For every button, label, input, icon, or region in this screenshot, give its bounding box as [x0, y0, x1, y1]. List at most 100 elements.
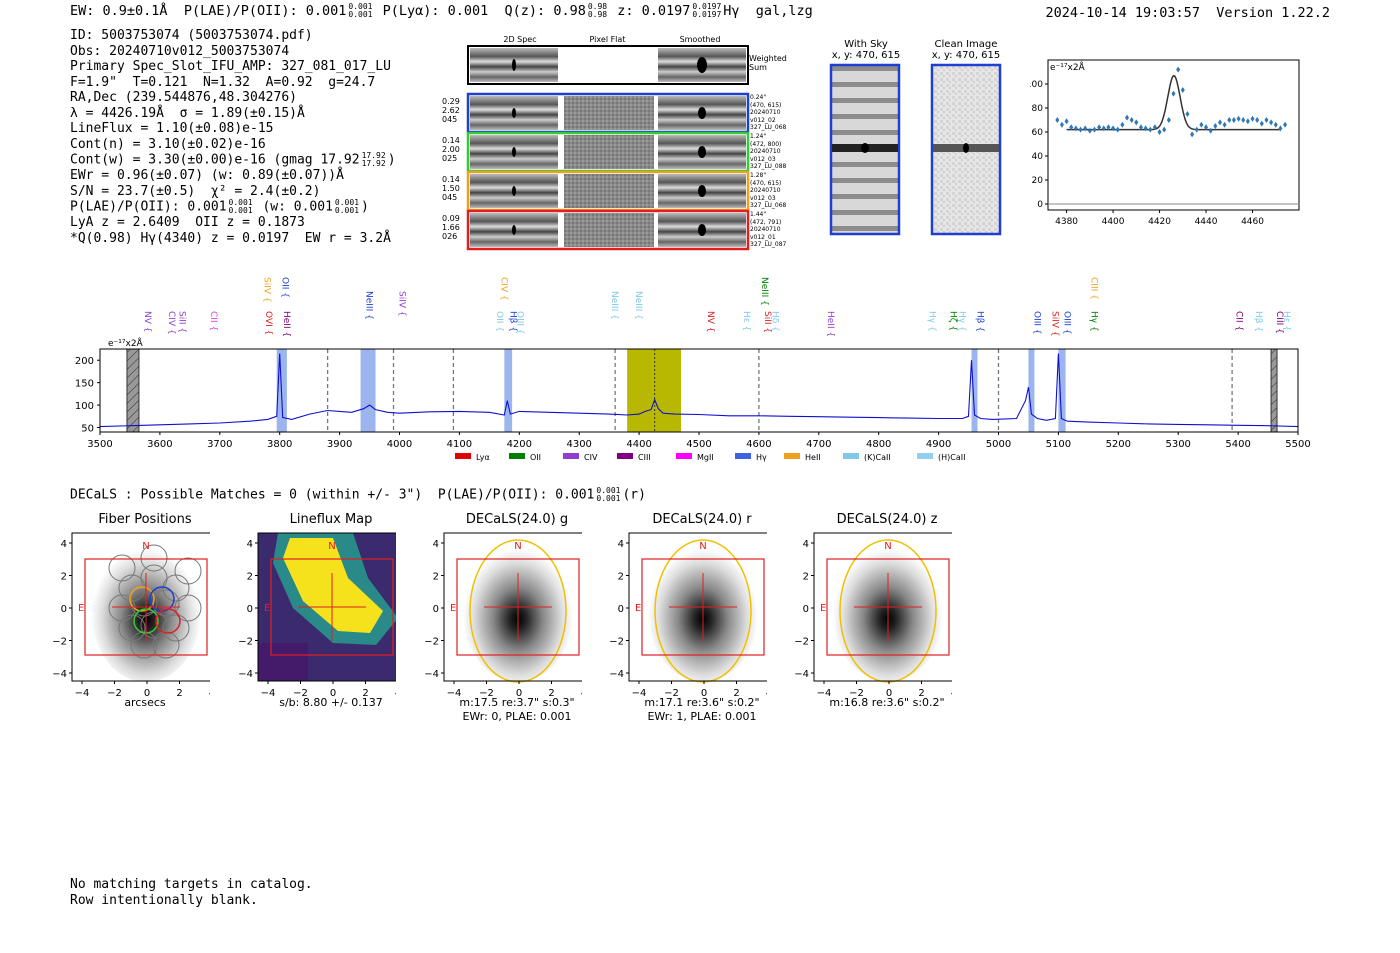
decals-summary: DECaLS : Possible Matches = 0 (within +/… [70, 486, 646, 503]
info-plae: P(LAE)/P(OII): 0.001 0.001 0.001 (w: 0.001… [70, 198, 369, 215]
spec-emission-label: Hβ { [975, 311, 985, 332]
stamp-ytick-label: −2 [52, 637, 67, 648]
spec-xtick-label: 4900 [926, 439, 951, 450]
spec-legend-swatch [735, 453, 751, 459]
spec-xtick-label: 4600 [746, 439, 771, 450]
stamp-ytick-label: 4 [618, 539, 624, 550]
spec-line-band [1058, 349, 1066, 432]
stamp-xtick-label: 0 [144, 688, 150, 699]
zoom-data-point [1083, 125, 1088, 132]
zoom-data-point [1087, 127, 1092, 134]
spec-emission-label: NV { [142, 311, 152, 332]
zoom-data-point [1222, 121, 1227, 128]
stamp-xtick-label: 2 [733, 688, 739, 699]
stamp-caption-2: EWr: 0, PLAE: 0.001 [462, 710, 572, 723]
cutout-svg [466, 45, 750, 251]
stamp-xtick-label: 2 [548, 688, 554, 699]
zoom-axes-frame [1047, 59, 1300, 211]
cutout-row-left-label-3: 0.09 1.66 026 [442, 214, 460, 241]
spec-xtick-label: 4000 [387, 439, 412, 450]
zoom-data-point [1213, 123, 1218, 129]
north-label: N [328, 541, 335, 552]
spec-emission-label: Hε { [741, 311, 751, 331]
spec-emission-label: SiII { [177, 311, 187, 333]
zoom-xtick-label: 4440 [1195, 217, 1218, 227]
zoom-ytick-label: 80 [1032, 104, 1044, 114]
stamp-frame [71, 532, 210, 682]
cutout-2d-source-0 [512, 108, 516, 118]
aperture-ellipse [839, 539, 937, 683]
zoom-xtick-label: 4380 [1055, 217, 1078, 227]
zoom-data-point [1180, 87, 1185, 93]
zoom-data-point [1115, 126, 1120, 133]
cutout-2d-source-1 [512, 147, 516, 157]
search-box [84, 558, 208, 656]
zoom-xtick-label: 4400 [1102, 217, 1125, 227]
stamp-xtick-label: −2 [107, 688, 122, 699]
info-fparams: F=1.9" T=0.121 N=1.32 A=0.92 g=24.7 [70, 74, 376, 90]
spec-emission-label: HeII { [825, 311, 835, 337]
north-label: N [699, 541, 706, 552]
stamp-ytick-label: −2 [424, 637, 439, 648]
fiber-circle [174, 594, 202, 622]
fiber-circle [108, 554, 136, 582]
spec-xtick-label: 5100 [1046, 439, 1071, 450]
stamp-plot: N E 4 2 0 −2 −4 −4 −2 0 2 4 [609, 532, 767, 699]
weighted-label: Weighted Sum [749, 54, 787, 72]
stamp-xtick-label: −2 [479, 688, 494, 699]
stamp-ytick-label: 2 [247, 572, 253, 583]
stamp-xtick-label: 4 [581, 688, 582, 699]
spec-masked-region [126, 348, 140, 433]
east-label: E [450, 603, 456, 614]
spec-xtick-label: 5400 [1225, 439, 1250, 450]
spec-line-series [99, 353, 1299, 428]
zoom-data-point [1217, 119, 1222, 126]
footer-notes: No matching targets in catalog. Row inte… [70, 877, 313, 908]
spec-emission-label: Hβ { [1253, 311, 1263, 332]
zoom-data-point [1250, 115, 1255, 122]
timestamp-version: 2024-10-14 19:03:57 Version 1.22.2 [1045, 5, 1330, 21]
aperture-ellipse [654, 539, 752, 683]
spec-xtick-label: 5500 [1285, 439, 1310, 450]
info-sn: S/N = 23.7(±0.5) χ² = 2.4(±0.2) [70, 183, 321, 199]
fiber-circle [140, 544, 168, 572]
stamp-ytick-label: 2 [433, 572, 439, 583]
zoom-data-point [1259, 120, 1264, 127]
spec-emission-label: OIII { [1031, 311, 1041, 335]
stamp-ytick-label: 4 [433, 539, 439, 550]
detection-info: ID: 5003753074 (5003753074.pdf) Obs: 202… [70, 28, 396, 246]
spec-legend-label: (K)CaII [864, 453, 891, 462]
search-box [826, 558, 950, 656]
stamp-xtick-label: −4 [261, 688, 276, 699]
stamp-ytick-label: 0 [618, 604, 624, 615]
stamp-frame [257, 532, 396, 682]
spec-ytick-label: 200 [75, 356, 94, 367]
zoom-ytick-label: 20 [1032, 176, 1044, 186]
spec-legend-label: MgII [697, 453, 714, 462]
spec-emission-label: NV { [705, 311, 715, 332]
stamp-title: Fiber Positions [98, 512, 192, 527]
spec-fit-band [627, 349, 682, 432]
stamp-caption: m:17.5 re:3.7" s:0.3" [459, 696, 575, 709]
zoom-ytick-label: 60 [1032, 128, 1044, 138]
zoom-data-point [1190, 131, 1195, 138]
zoom-data-point [1208, 127, 1213, 134]
stamp-xtick-label: 2 [918, 688, 924, 699]
stamp-xtick-label: 0 [516, 688, 522, 699]
fiber-circle [130, 631, 158, 659]
footer-line-1: No matching targets in catalog. [70, 877, 313, 892]
spec-xtick-label: 4500 [686, 439, 711, 450]
stamp-title: Lineflux Map [289, 512, 373, 527]
cutout-row-frame-3 [466, 209, 750, 251]
cutout-smooth-source-3 [698, 224, 706, 236]
cutout-row-left-label-2: 0.14 1.50 045 [442, 175, 460, 202]
stamp-plot: N E 4 2 0 −2 −4 −4 −2 0 2 4 [424, 532, 582, 699]
spec-emission-label: OII { [494, 311, 504, 332]
stamp-ytick-label: −4 [424, 669, 439, 680]
spec-legend-swatch [563, 453, 579, 459]
spectrum-cutouts: 2D Spec Pixel Flat Smoothed Weighted Sum … [440, 30, 800, 260]
zoom-data-point [1134, 119, 1139, 126]
zoom-data-point [1120, 121, 1125, 128]
stamp-ytick-label: −4 [238, 669, 253, 680]
info-q: *Q(0.98) Hγ(4340) z = 0.0197 EW r = 3.2Å [70, 230, 391, 246]
